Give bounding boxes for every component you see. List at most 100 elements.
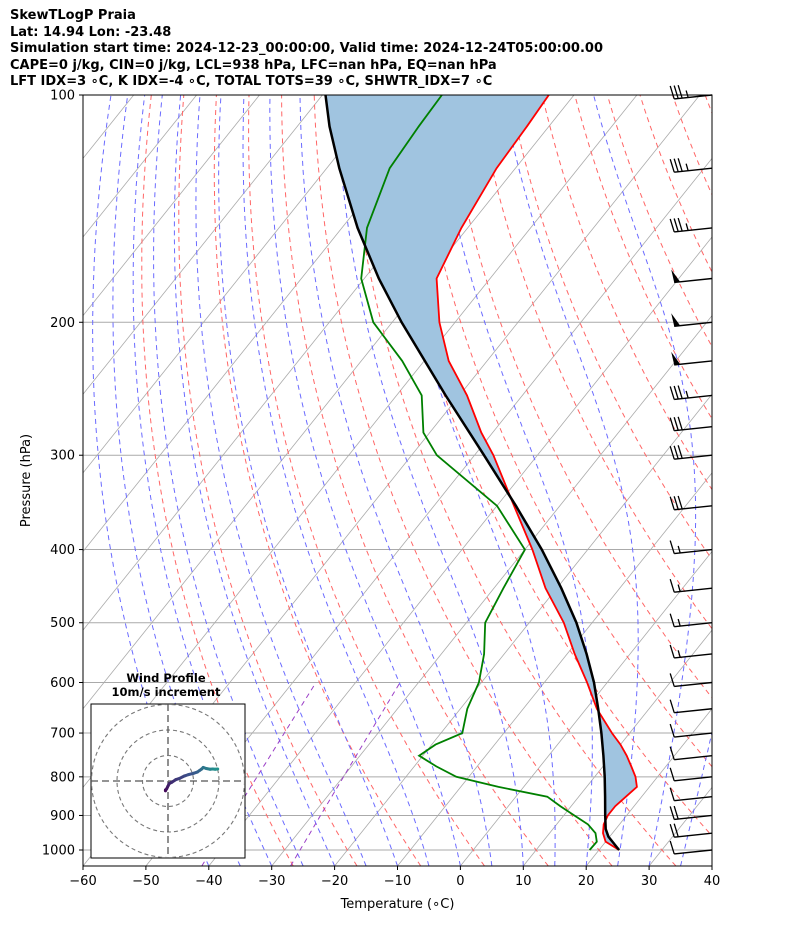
wind-barb	[669, 699, 713, 714]
moist-adiabat-line	[132, 95, 273, 866]
barb-feather	[669, 840, 675, 855]
indices-line: LFT IDX=3 ∘C, K IDX=-4 ∘C, TOTAL TOTS=39…	[10, 74, 493, 90]
isotherm-line	[271, 314, 712, 866]
wind-barb	[669, 217, 713, 233]
isotherm-line	[83, 95, 575, 710]
y-tick-label: 400	[50, 543, 75, 558]
y-tick-label: 600	[50, 676, 75, 691]
barb-feather	[673, 85, 679, 99]
barb-half-feather	[685, 163, 689, 171]
barb-feather	[677, 416, 683, 431]
x-tick-label: −40	[195, 874, 222, 889]
mixing-ratio-line	[290, 682, 401, 866]
isotherm-line	[775, 95, 794, 866]
y-tick-label: 700	[50, 727, 75, 742]
barb-feather	[669, 746, 675, 760]
isotherm-line	[83, 95, 449, 553]
wind-barb	[669, 823, 713, 838]
wind-barb	[671, 351, 713, 366]
y-tick-label: 300	[50, 449, 75, 464]
isotherm-line	[145, 157, 712, 866]
wind-barb	[669, 445, 713, 460]
cin-shade-area	[325, 95, 637, 850]
y-tick-label: 900	[50, 809, 75, 824]
wind-barb	[669, 84, 713, 100]
y-tick-label: 200	[50, 316, 75, 331]
barb-half-feather	[685, 390, 689, 399]
dry-adiabat-line	[606, 95, 712, 348]
dry-adiabat-line	[411, 95, 712, 768]
wind-barb	[669, 578, 713, 593]
isotherm-line	[83, 95, 260, 317]
chart-header: SkewTLogP Praia Lat: 14.94 Lon: -23.48 S…	[10, 8, 603, 91]
barb-feather	[669, 446, 675, 460]
barb-feather	[673, 218, 679, 232]
barb-half-feather	[677, 650, 681, 658]
barb-feather	[669, 699, 675, 713]
wind-barb	[669, 385, 713, 401]
dry-adiabat-line	[672, 95, 712, 196]
moist-adiabat-line	[269, 95, 461, 866]
barb-feather	[669, 613, 675, 627]
barb-staff	[674, 796, 713, 802]
wind-barb	[669, 767, 713, 782]
inset-title: Wind Profile	[126, 671, 206, 685]
barb-feather	[677, 495, 683, 510]
barb-staff	[674, 426, 713, 432]
barb-feather	[669, 787, 675, 801]
x-tick-label: −30	[258, 874, 285, 889]
barb-flag	[671, 351, 681, 365]
barb-staff	[674, 832, 713, 838]
x-tick-label: 0	[456, 874, 464, 889]
wind-barb	[669, 540, 713, 555]
dry-adiabat-line	[178, 95, 358, 866]
dry-adiabat-line	[509, 95, 712, 561]
isotherm-line	[585, 708, 712, 866]
parcel-line	[324, 95, 621, 851]
wind-barb	[669, 805, 713, 821]
barb-staff	[674, 94, 713, 100]
barb-half-feather	[685, 90, 689, 98]
wind-barb	[669, 787, 713, 802]
location-line: Lat: 14.94 Lon: -23.48	[10, 24, 172, 40]
wind-barb	[669, 723, 713, 738]
y-tick-label: 1000	[42, 844, 75, 859]
moist-adiabat-line	[173, 95, 336, 866]
cape-line: CAPE=0 j/kg, CIN=0 j/kg, LCL=938 hPa, LF…	[10, 57, 497, 73]
barb-staff	[674, 814, 713, 821]
y-tick-label: 100	[50, 89, 75, 104]
dry-adiabat-line	[639, 95, 712, 274]
moist-adiabat-line	[711, 864, 712, 866]
x-tick-label: −10	[384, 874, 411, 889]
barb-feather	[669, 806, 675, 820]
dry-adiabat-line	[213, 95, 422, 866]
barb-staff	[674, 776, 713, 782]
barb-feather	[669, 723, 675, 738]
inset-subtitle: 10m/s increment	[112, 685, 221, 699]
barb-staff	[674, 849, 713, 855]
dry-adiabat-line	[313, 95, 613, 866]
moist-adiabat-line	[593, 95, 697, 866]
isotherm-line	[83, 95, 323, 395]
barb-feather	[669, 823, 675, 838]
wind-barb	[669, 673, 713, 688]
barb-staff	[674, 708, 713, 714]
barb-feather	[677, 158, 683, 172]
barb-feather	[669, 540, 675, 554]
barb-staff	[674, 321, 713, 327]
dry-adiabat-line	[704, 95, 712, 115]
barb-feather	[673, 823, 679, 837]
wind-barb	[671, 269, 713, 284]
barb-staff	[674, 732, 713, 738]
barb-staff	[674, 454, 713, 460]
dry-adiabat-line	[141, 95, 294, 866]
x-tick-label: 20	[578, 874, 595, 889]
barb-feather	[669, 644, 675, 659]
barb-feather	[669, 218, 675, 233]
x-tick-label: −60	[69, 874, 96, 889]
moist-adiabat-line	[680, 730, 712, 866]
isotherm-line	[83, 95, 386, 474]
dry-adiabat-line	[346, 95, 677, 866]
y-tick-label: 500	[50, 616, 75, 631]
